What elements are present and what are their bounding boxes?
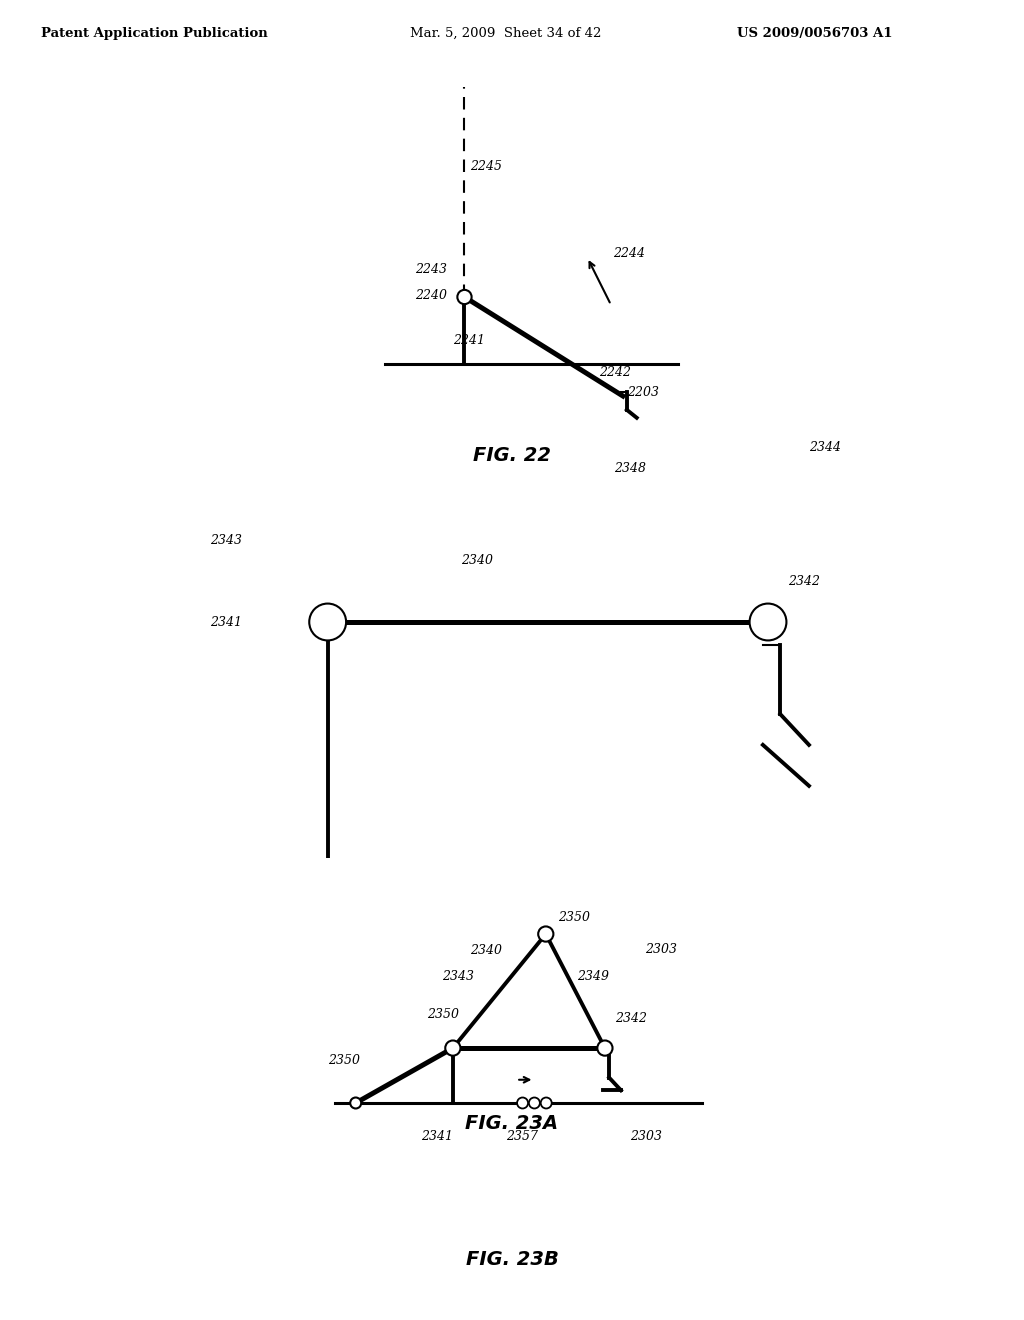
Circle shape <box>597 1040 612 1056</box>
Text: 2350: 2350 <box>329 1055 360 1068</box>
Text: 2343: 2343 <box>442 970 474 983</box>
Text: Patent Application Publication: Patent Application Publication <box>41 26 267 40</box>
Circle shape <box>517 1097 528 1109</box>
Text: 2349: 2349 <box>578 970 609 983</box>
Circle shape <box>539 927 553 941</box>
Text: 2242: 2242 <box>599 366 631 379</box>
Text: 2241: 2241 <box>453 334 484 347</box>
Text: 2340: 2340 <box>470 944 502 957</box>
Text: 2245: 2245 <box>470 160 503 173</box>
Text: US 2009/0056703 A1: US 2009/0056703 A1 <box>737 26 893 40</box>
Text: Mar. 5, 2009  Sheet 34 of 42: Mar. 5, 2009 Sheet 34 of 42 <box>410 26 601 40</box>
Text: 2348: 2348 <box>614 462 646 475</box>
Text: FIG. 23A: FIG. 23A <box>466 1114 558 1134</box>
Text: 2341: 2341 <box>210 615 242 628</box>
Circle shape <box>541 1097 552 1109</box>
Text: 2350: 2350 <box>558 911 591 924</box>
Text: 2344: 2344 <box>809 441 841 454</box>
Text: 2350: 2350 <box>428 1007 460 1020</box>
Circle shape <box>350 1097 361 1109</box>
Text: FIG. 22: FIG. 22 <box>473 446 551 465</box>
Circle shape <box>750 603 786 640</box>
Text: 2303: 2303 <box>645 944 677 956</box>
Text: 2357: 2357 <box>506 1130 538 1143</box>
Text: 2343: 2343 <box>210 533 242 546</box>
Text: 2340: 2340 <box>461 554 493 568</box>
Text: FIG. 23B: FIG. 23B <box>466 1250 558 1269</box>
Circle shape <box>445 1040 461 1056</box>
Circle shape <box>528 1097 540 1109</box>
Text: 2240: 2240 <box>415 289 447 301</box>
Text: 2244: 2244 <box>613 247 645 260</box>
Text: 2342: 2342 <box>788 574 820 587</box>
Text: 2203: 2203 <box>627 385 658 399</box>
Text: 2341: 2341 <box>421 1130 454 1143</box>
Circle shape <box>458 290 472 304</box>
Text: 2243: 2243 <box>415 263 447 276</box>
Circle shape <box>309 603 346 640</box>
Text: 2303: 2303 <box>630 1130 663 1143</box>
Text: 2342: 2342 <box>615 1012 647 1026</box>
